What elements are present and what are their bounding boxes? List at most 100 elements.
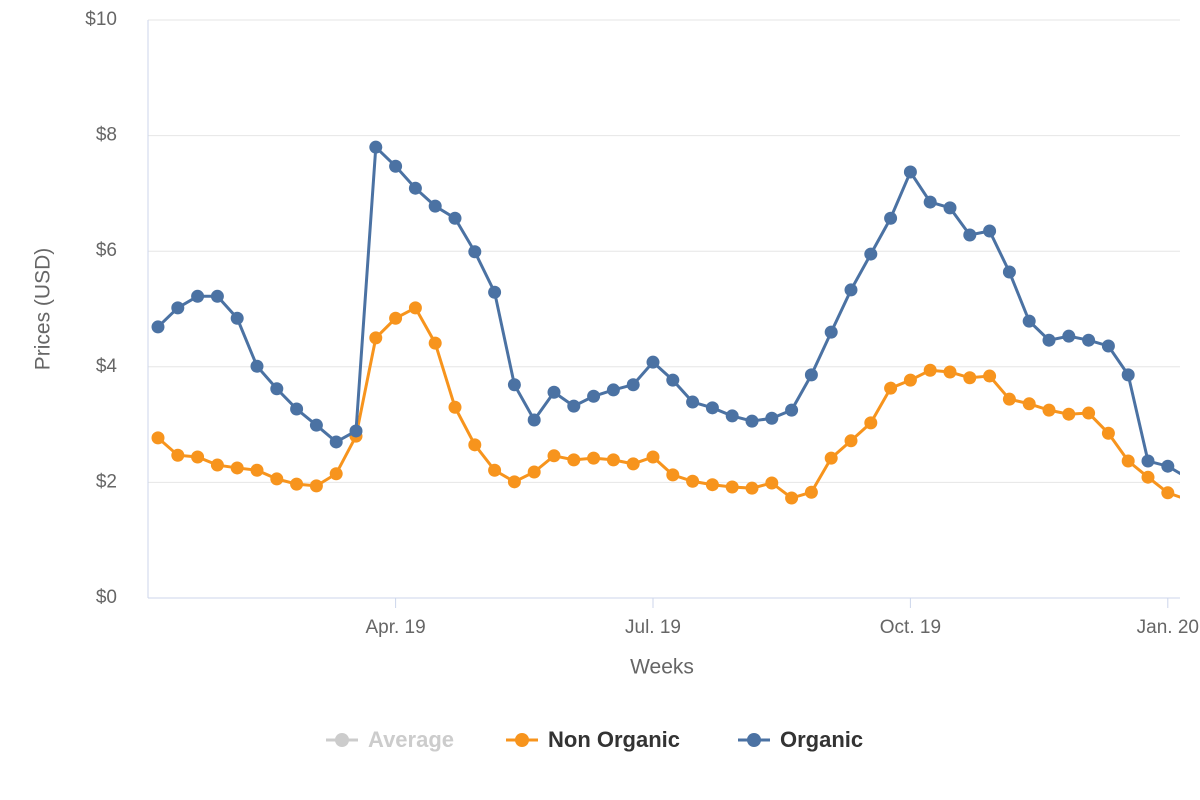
data-point — [804, 485, 818, 499]
data-point — [923, 195, 937, 209]
data-point — [428, 336, 442, 350]
data-point — [824, 451, 838, 465]
data-point — [191, 289, 205, 303]
data-point — [1101, 339, 1115, 353]
legend-item[interactable]: Organic — [738, 727, 863, 752]
y-axis-title: Prices (USD) — [32, 248, 55, 371]
data-point — [884, 211, 898, 225]
legend-symbol — [335, 733, 349, 747]
legend-label: Organic — [780, 727, 863, 752]
y-tick-label: $2 — [96, 471, 117, 492]
data-point — [983, 369, 997, 383]
data-point — [725, 409, 739, 423]
data-point — [1062, 329, 1076, 343]
data-point — [1101, 426, 1115, 440]
data-point — [468, 438, 482, 452]
data-point — [903, 373, 917, 387]
data-point — [1181, 471, 1194, 484]
y-tick-label: $10 — [85, 9, 117, 30]
y-tick-label: $8 — [96, 125, 117, 146]
legend-item[interactable]: Average — [326, 727, 454, 752]
data-point — [250, 359, 264, 373]
data-point — [943, 201, 957, 215]
data-point — [963, 371, 977, 385]
data-point — [448, 211, 462, 225]
data-point — [171, 301, 185, 315]
data-point — [250, 463, 264, 477]
x-axis-title: Weeks — [630, 656, 694, 679]
data-point — [1022, 314, 1036, 328]
legend-label: Non Organic — [548, 727, 680, 752]
data-point — [547, 385, 561, 399]
data-point — [171, 448, 185, 462]
data-point — [785, 403, 799, 417]
data-point — [705, 478, 719, 492]
data-point — [527, 413, 541, 427]
data-point — [923, 363, 937, 377]
data-point — [567, 453, 581, 467]
data-point — [587, 451, 601, 465]
data-point — [1181, 493, 1194, 506]
data-point — [210, 458, 224, 472]
data-point — [230, 311, 244, 325]
data-point — [765, 411, 779, 425]
legend-item[interactable]: Non Organic — [506, 727, 680, 752]
data-point — [1042, 333, 1056, 347]
data-point — [369, 140, 383, 154]
data-point — [666, 373, 680, 387]
data-point — [151, 431, 165, 445]
data-point — [270, 382, 284, 396]
plot-area — [151, 140, 1194, 506]
data-point — [666, 468, 680, 482]
data-point — [1141, 454, 1155, 468]
data-point — [329, 467, 343, 481]
data-point — [389, 311, 403, 325]
data-point — [884, 381, 898, 395]
data-point — [983, 224, 997, 238]
data-point — [408, 181, 422, 195]
data-point — [389, 159, 403, 173]
data-point — [1002, 392, 1016, 406]
data-point — [1121, 454, 1135, 468]
data-point — [903, 165, 917, 179]
data-point — [1022, 397, 1036, 411]
data-point — [587, 389, 601, 403]
data-point — [1082, 406, 1096, 420]
data-point — [626, 378, 640, 392]
data-point — [705, 401, 719, 415]
data-point — [1042, 403, 1056, 417]
y-tick-label: $4 — [96, 356, 118, 377]
data-point — [230, 461, 244, 475]
data-point — [745, 481, 759, 495]
data-point — [686, 395, 700, 409]
x-tick-label: Jan. 20 — [1137, 617, 1199, 638]
x-tick-label: Jul. 19 — [625, 617, 681, 638]
data-point — [329, 435, 343, 449]
data-point — [1082, 333, 1096, 347]
data-point — [1062, 407, 1076, 421]
data-point — [290, 477, 304, 491]
data-point — [547, 449, 561, 463]
data-point — [507, 475, 521, 489]
data-point — [408, 301, 422, 315]
data-point — [488, 285, 502, 299]
data-point — [1141, 470, 1155, 484]
data-point — [943, 365, 957, 379]
data-point — [309, 479, 323, 493]
data-point — [290, 402, 304, 416]
legend-symbol — [515, 733, 529, 747]
data-point — [864, 416, 878, 430]
data-point — [507, 378, 521, 392]
data-point — [448, 400, 462, 414]
data-point — [606, 383, 620, 397]
data-point — [646, 450, 660, 464]
data-point — [191, 450, 205, 464]
legend-symbol — [747, 733, 761, 747]
x-tick-label: Oct. 19 — [880, 617, 941, 638]
data-point — [646, 355, 660, 369]
data-point — [963, 228, 977, 242]
y-tick-label: $6 — [96, 240, 117, 261]
data-point — [151, 320, 165, 334]
y-tick-label: $0 — [96, 587, 117, 608]
x-tick-label: Apr. 19 — [365, 617, 425, 638]
